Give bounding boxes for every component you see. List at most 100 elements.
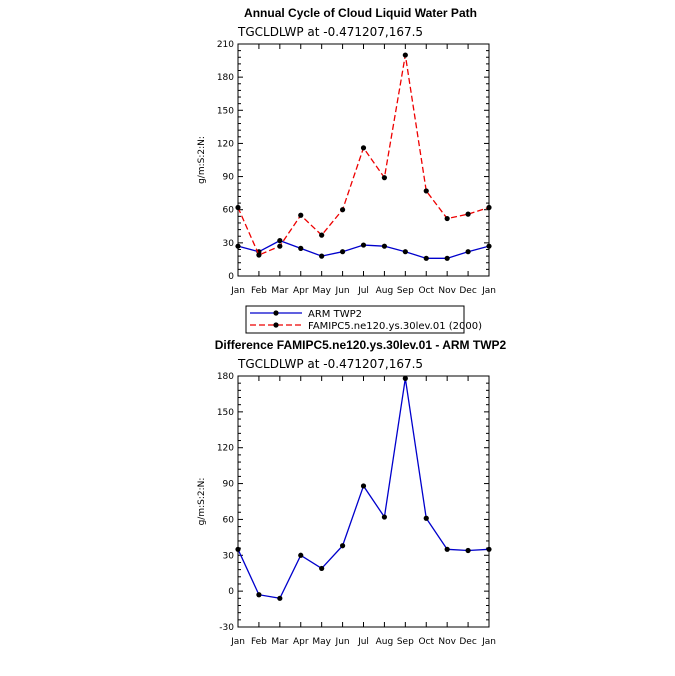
x-tick-label: Nov [438, 637, 456, 647]
data-point [402, 375, 408, 381]
plot-frame [237, 375, 490, 628]
data-point [339, 249, 346, 255]
data-point [486, 546, 492, 552]
data-point [298, 552, 304, 558]
data-point [319, 565, 325, 572]
y-tick-label: 120 [217, 444, 234, 454]
x-tick-label: Jul [357, 637, 369, 647]
data-point [339, 207, 346, 213]
y-tick-label: 120 [217, 139, 234, 149]
legend-box [245, 305, 465, 334]
y-tick-label: 90 [223, 173, 235, 183]
series-1 [235, 375, 492, 601]
x-tick-label: May [312, 637, 331, 647]
series-2 [235, 52, 492, 258]
chart-subtitle: TGCLDLWP at -0.471207,167.5 [237, 357, 423, 371]
data-point [256, 592, 262, 598]
data-point [465, 547, 471, 554]
data-point [486, 243, 492, 249]
data-point [465, 211, 471, 217]
data-point [444, 546, 450, 552]
chart-title: Difference FAMIPC5.ne120.ys.30lev.01 - A… [215, 338, 507, 352]
data-point [235, 243, 241, 249]
y-tick-label: 30 [223, 239, 235, 249]
y-tick-label: 180 [217, 372, 234, 382]
data-point [444, 215, 450, 222]
x-tick-label: Aug [376, 637, 394, 647]
x-tick-label: Feb [251, 286, 267, 296]
legend-label: FAMIPC5.ne120.ys.30lev.01 (2000) [308, 321, 482, 332]
x-tick-label: Jul [357, 286, 369, 296]
plot-frame [237, 43, 490, 277]
data-point [319, 232, 325, 238]
x-tick-label: Mar [271, 637, 288, 647]
y-tick-label: 0 [228, 272, 234, 282]
x-tick-label: Jan [481, 286, 496, 296]
y-tick-label: 150 [217, 408, 234, 418]
x-tick-label: May [312, 286, 331, 296]
data-point [277, 238, 283, 244]
data-point [360, 145, 367, 151]
x-tick-label: Sep [397, 637, 414, 647]
data-point [423, 255, 429, 261]
legend-label: ARM TWP2 [308, 309, 362, 320]
data-point [298, 245, 304, 251]
data-point [486, 204, 492, 211]
y-tick-label: 180 [217, 73, 234, 83]
y-tick-label: 150 [217, 106, 234, 116]
x-tick-label: Dec [459, 286, 476, 296]
x-tick-label: Feb [251, 637, 267, 647]
chart-title: Annual Cycle of Cloud Liquid Water Path [244, 6, 477, 20]
chart-2: Difference FAMIPC5.ne120.ys.30lev.01 - A… [197, 338, 507, 647]
data-point [256, 252, 262, 258]
x-tick-label: Sep [397, 286, 414, 296]
y-tick-label: 210 [217, 40, 234, 50]
chart-subtitle: TGCLDLWP at -0.471207,167.5 [237, 25, 423, 39]
x-tick-label: Oct [418, 637, 434, 647]
x-tick-label: Jun [335, 286, 350, 296]
data-point [235, 204, 241, 211]
x-tick-label: Aug [376, 286, 394, 296]
data-point [235, 546, 241, 552]
data-point [298, 212, 304, 218]
data-point [381, 243, 388, 249]
y-axis-label: g/m:S:2:N: [197, 136, 207, 184]
x-tick-label: Jun [335, 637, 350, 647]
series-1 [235, 238, 492, 261]
data-point [402, 249, 408, 255]
x-tick-label: Oct [418, 286, 434, 296]
series-line [237, 54, 490, 256]
data-point [402, 52, 408, 58]
data-point [423, 188, 429, 194]
x-tick-label: Jan [230, 637, 245, 647]
data-point [319, 253, 325, 259]
y-tick-label: 60 [223, 515, 235, 525]
x-tick-label: Mar [271, 286, 288, 296]
data-point [360, 483, 367, 489]
data-point [444, 255, 450, 261]
y-tick-label: 60 [223, 206, 235, 216]
y-axis-label: g/m:S:2:N: [197, 478, 207, 526]
data-point [339, 543, 346, 549]
x-tick-label: Apr [293, 286, 309, 296]
x-tick-label: Dec [459, 637, 476, 647]
data-point [277, 243, 283, 249]
data-point [423, 515, 429, 521]
x-tick-label: Jan [481, 637, 496, 647]
legend-marker [273, 310, 279, 316]
y-tick-label: 90 [223, 480, 235, 490]
x-tick-label: Apr [293, 637, 309, 647]
data-point [277, 595, 283, 601]
data-point [465, 249, 471, 255]
data-point [360, 242, 367, 248]
y-tick-label: 0 [228, 587, 234, 597]
data-point [381, 175, 388, 181]
chart-1: Annual Cycle of Cloud Liquid Water Path T… [197, 6, 496, 334]
data-point [381, 514, 388, 520]
y-tick-label: 30 [223, 551, 235, 561]
x-tick-label: Nov [438, 286, 456, 296]
x-tick-label: Jan [230, 286, 245, 296]
legend-marker [273, 322, 279, 328]
